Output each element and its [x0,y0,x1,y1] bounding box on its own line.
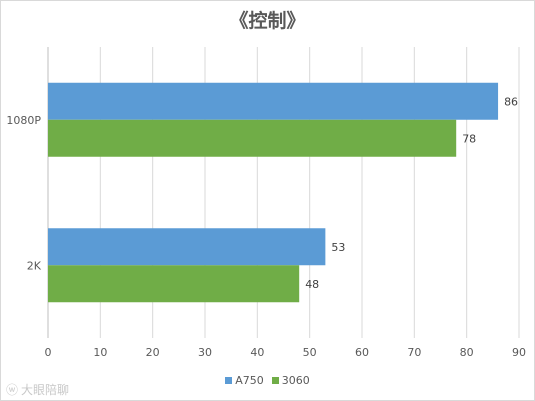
bar [48,119,457,157]
category-label: 2K [27,259,42,272]
x-tick-label: 90 [512,346,526,359]
x-tick-label: 50 [303,346,317,359]
x-tick-label: 20 [146,346,160,359]
watermark: ⓦ 大眼陪聊 [6,381,69,398]
data-label: 48 [305,278,319,291]
watermark-text: 大眼陪聊 [21,383,70,397]
data-label: 53 [331,241,345,254]
x-tick-label: 30 [198,346,212,359]
legend-label-a750: A750 [235,374,264,387]
category-label: 1080P [6,114,41,127]
x-tick-label: 0 [45,346,52,359]
legend: A750 3060 [0,374,535,387]
x-tick-label: 10 [93,346,107,359]
x-tick-label: 80 [460,346,474,359]
bar [48,82,499,120]
x-tick-label: 40 [250,346,264,359]
legend-item-3060: 3060 [271,374,310,387]
bar [48,265,300,303]
legend-label-3060: 3060 [281,374,310,387]
watermark-icon: ⓦ [6,383,19,397]
chart-title: 《控制》 [229,10,306,32]
legend-item-a750: A750 [225,374,264,387]
data-label: 78 [462,132,476,145]
x-tick-label: 60 [355,346,369,359]
bar [48,228,326,266]
legend-swatch-3060 [271,377,279,384]
x-tick-label: 70 [407,346,421,359]
legend-swatch-a750 [225,377,233,384]
data-label: 86 [504,95,518,108]
